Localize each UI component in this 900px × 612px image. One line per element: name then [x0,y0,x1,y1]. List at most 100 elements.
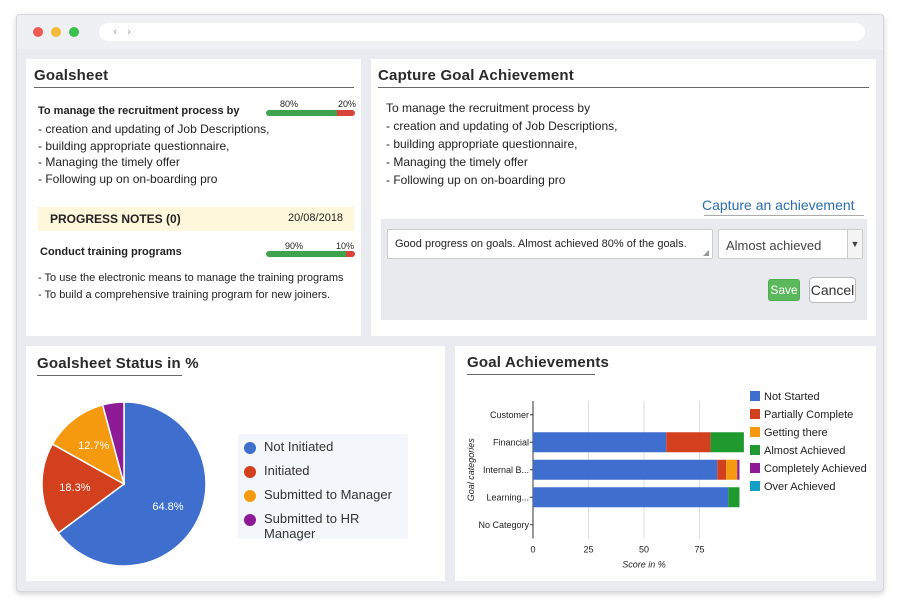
legend-label[interactable]: Completely Achieved [764,463,867,475]
y-tick-label: No Category [478,520,529,530]
chevron-down-icon[interactable]: ▼ [847,230,862,258]
divider [34,87,354,88]
legend-marker [750,391,760,401]
progress-notes-header[interactable]: PROGRESS NOTES (0) 20/08/2018 [38,207,354,231]
status-selected-value: Almost achieved [726,238,822,253]
goal-progress-bar [266,110,355,116]
capture-line: - Managing the timely offer [386,155,528,169]
legend-marker [750,409,760,419]
capture-line: To manage the recruitment process by [386,101,591,115]
legend-label[interactable]: Initiated [264,463,310,478]
bar-segment[interactable] [533,487,729,508]
resize-handle-icon[interactable]: ◢ [702,248,709,257]
bar-segment[interactable] [533,459,718,480]
goal-line: - Managing the timely offer [38,155,180,169]
progress-done [266,251,347,257]
pie-slice-label: 64.8% [152,501,183,513]
status-select[interactable]: Almost achieved ▼ [718,229,863,259]
pie-slice-label: 12.7% [78,440,109,452]
task-line: - To use the electronic means to manage … [38,272,344,284]
goal-remaining-percent: 20% [338,99,357,109]
goalsheet-panel: Goalsheet To manage the recruitment proc… [26,59,361,336]
save-button[interactable]: Save [768,279,800,301]
legend-label[interactable]: Over Achieved [764,481,836,493]
cancel-button[interactable]: Cancel [809,277,856,303]
progress-remaining [337,110,355,116]
legend-label[interactable]: Not Initiated [264,439,334,454]
legend-label[interactable]: Not Started [764,391,820,403]
y-tick-label: Learning... [486,492,529,502]
achievements-bar-chart: 0 25 50 75 Customer Financial Internal B... Lea… [466,391,867,570]
x-tick-label: 50 [639,545,649,555]
pie-slice[interactable] [101,401,125,485]
y-tick-label: Financial [493,437,529,447]
pie-slice[interactable] [41,443,126,535]
legend-label[interactable]: Submitted to Manager [264,487,392,502]
bar-segment[interactable] [717,459,727,480]
legend-label[interactable]: Almost Achieved [764,445,845,457]
progress-notes-label: PROGRESS NOTES (0) [50,212,181,226]
divider [378,87,869,88]
task-progress-bar [266,251,355,257]
divider [37,375,182,376]
status-legend: Not Initiated Initiated Submitted to Manag… [238,434,408,541]
legend-marker [750,481,760,491]
bar-segment[interactable] [666,432,711,453]
progress-notes-date: 20/08/2018 [288,212,344,224]
bar-segment[interactable] [710,432,744,453]
back-forward-icon[interactable]: ‹ › [113,25,135,38]
pie-slice[interactable] [51,403,126,486]
maximize-window-button[interactable] [69,27,79,37]
legend-label[interactable]: Partially Complete [764,409,853,421]
capture-title: Capture Goal Achievement [378,67,574,84]
bar-segment[interactable] [737,459,740,480]
bar-segment[interactable] [728,487,740,508]
legend-marker [750,463,760,473]
capture-line: - Following up on on-boarding pro [386,173,566,187]
capture-achievement-link[interactable]: Capture an achievement [702,197,855,213]
progress-remaining [346,251,355,257]
x-tick-label: 0 [530,545,535,555]
capture-form: Good progress on goals. Almost achieved … [381,219,867,320]
x-tick-label: 75 [694,545,704,555]
task-title: Conduct training programs [40,246,182,258]
divider [467,374,595,375]
capture-line: - creation and updating of Job Descripti… [386,119,618,133]
browser-titlebar: ‹ › [17,15,883,49]
status-pie-chart: 64.8% 18.3% 12.7% [41,401,207,567]
minimize-window-button[interactable] [51,27,61,37]
legend-label[interactable]: Getting there [764,427,828,439]
browser-window: ‹ › Goalsheet To manage the recruitment … [16,14,884,592]
goal-line: - Following up on on-boarding pro [38,172,218,186]
legend-marker [244,442,256,454]
progress-done [266,110,338,116]
status-chart-title: Goalsheet Status in % [37,355,199,372]
goal-line: - building appropriate questionnaire, [38,139,230,153]
status-chart-panel: Goalsheet Status in % 64.8% 18.3% 12.7% No… [26,346,445,581]
legend-marker [244,514,256,526]
bar-segment[interactable] [726,459,738,480]
x-tick-label: 25 [583,545,593,555]
comment-textarea[interactable]: Good progress on goals. Almost achieved … [387,229,713,259]
task-remaining-percent: 10% [336,241,355,251]
y-tick-label: Internal B... [483,465,529,475]
legend-marker [750,445,760,455]
task-done-percent: 90% [285,241,304,251]
goal-line: To manage the recruitment process by [38,105,240,117]
divider [704,215,864,216]
pie-slice[interactable] [57,401,207,567]
y-tick-label: Customer [490,410,529,420]
goal-done-percent: 80% [280,99,299,109]
legend-label[interactable]: Submitted to HR Manager [264,511,360,541]
bar-segment[interactable] [533,432,667,453]
capture-line: - building appropriate questionnaire, [386,137,578,151]
achievements-chart-panel: Goal Achievements 0 25 50 75 Customer Financi… [455,346,876,581]
pie-slice-label: 18.3% [59,482,90,494]
address-bar[interactable]: ‹ › [99,23,865,41]
capture-panel: Capture Goal Achievement To manage the r… [371,59,876,336]
comment-value: Good progress on goals. Almost achieved … [395,238,687,250]
close-window-button[interactable] [33,27,43,37]
achievements-chart-title: Goal Achievements [467,354,610,371]
legend-marker [244,490,256,502]
legend-marker [244,466,256,478]
